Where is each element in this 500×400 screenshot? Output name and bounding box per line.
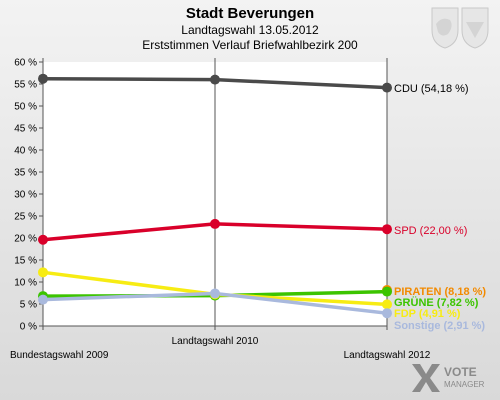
y-tick-label: 55 % — [14, 80, 37, 91]
y-tick-label: 25 % — [14, 212, 37, 223]
data-point-cdu — [38, 73, 48, 84]
coat-of-arms-icon — [431, 7, 489, 49]
y-tick-label: 0 % — [20, 322, 37, 333]
y-tick-label: 30 % — [14, 190, 37, 201]
y-tick-label: 40 % — [14, 146, 37, 157]
series-end-label: Sonstige (2,91 %) — [394, 320, 485, 332]
logo-text-vote: VOTE — [444, 365, 477, 379]
chart-header: Stadt Beverungen Landtagswahl 13.05.2012… — [0, 5, 500, 53]
data-point-cdu — [210, 74, 220, 85]
data-point-sonstige — [382, 308, 392, 319]
series-end-label: FDP (4,91 %) — [394, 308, 461, 320]
data-point-fdp — [382, 299, 392, 310]
series-end-label: GRÜNE (7,82 %) — [394, 296, 479, 309]
x-tick-label: Landtagswahl 2010 — [172, 336, 259, 347]
data-point-cdu — [382, 82, 392, 93]
series-end-label: SPD (22,00 %) — [394, 225, 467, 237]
chart-subtitle-election: Landtagswahl 13.05.2012 — [181, 23, 319, 37]
y-tick-label: 45 % — [14, 124, 37, 135]
y-tick-label: 15 % — [14, 256, 37, 267]
data-point-sonstige — [210, 288, 220, 299]
series-end-label: CDU (54,18 %) — [394, 83, 469, 95]
data-point-grüne — [382, 286, 392, 297]
data-point-spd — [38, 234, 48, 245]
y-tick-label: 35 % — [14, 168, 37, 179]
y-tick-label: 5 % — [20, 300, 37, 311]
data-point-spd — [210, 218, 220, 229]
y-tick-label: 60 % — [14, 58, 37, 69]
y-tick-label: 50 % — [14, 102, 37, 113]
x-tick-label: Bundestagswahl 2009 — [10, 350, 109, 361]
chart-title: Stadt Beverungen — [185, 5, 315, 22]
data-point-fdp — [38, 267, 48, 278]
data-point-spd — [382, 224, 392, 235]
series-end-label: PIRATEN (8,18 %) — [394, 286, 486, 298]
logo-text-manager: MANAGER — [444, 380, 485, 389]
data-point-sonstige — [38, 294, 48, 305]
y-tick-label: 20 % — [14, 234, 37, 245]
x-tick-label: Landtagswahl 2012 — [344, 350, 431, 361]
vote-manager-x-icon — [412, 364, 440, 392]
chart-subtitle-description: Erststimmen Verlauf Briefwahlbezirk 200 — [142, 38, 358, 52]
y-tick-label: 10 % — [14, 278, 37, 289]
vote-manager-logo: VOTE MANAGER — [412, 364, 485, 392]
